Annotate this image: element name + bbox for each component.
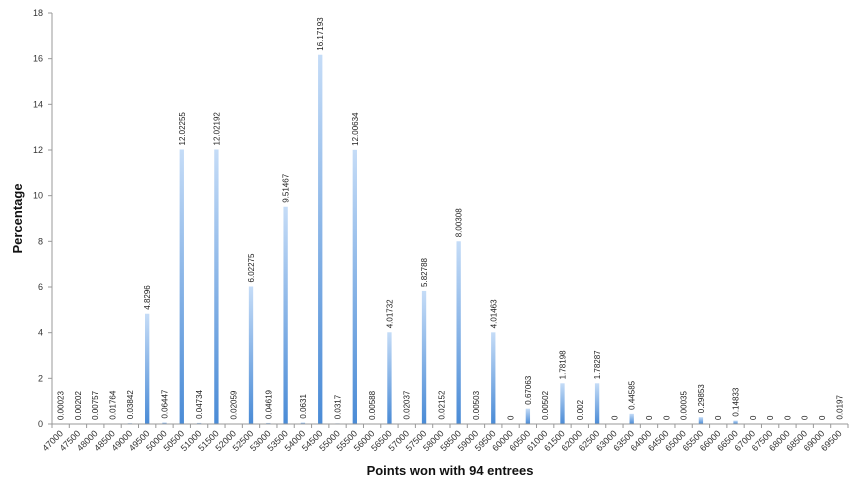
bar — [145, 313, 150, 424]
bar — [491, 332, 496, 424]
bar — [525, 408, 531, 424]
data-label: 0 — [662, 415, 671, 420]
data-label: 6.02275 — [247, 253, 256, 282]
data-label: 0.00502 — [541, 390, 550, 419]
bar — [594, 383, 600, 424]
bar — [214, 149, 219, 424]
y-tick-label: 2 — [38, 373, 43, 383]
bar — [560, 383, 565, 424]
data-label: 1.78287 — [593, 350, 602, 379]
x-axis-title: Points won with 94 entrees — [367, 463, 534, 478]
bar — [283, 206, 288, 424]
data-label: 0 — [507, 415, 516, 420]
y-axis: 0 2 4 6 8 10 12 14 16 18 — [33, 8, 53, 429]
bar — [733, 420, 738, 424]
data-label: 0 — [766, 415, 775, 420]
bar — [248, 286, 254, 424]
data-label: 0 — [783, 415, 792, 420]
bar — [629, 413, 634, 424]
data-labels-group: 0.00023 0.00202 0.00757 0.01764 0.03842 4.829… — [57, 17, 845, 420]
data-label: 0 — [645, 415, 654, 420]
data-label: 12.02192 — [212, 112, 221, 146]
data-label: 0.0631 — [299, 394, 308, 419]
data-label: 0.01764 — [109, 390, 118, 419]
data-label: 0.67063 — [524, 375, 533, 404]
data-label: 0.00503 — [472, 390, 481, 419]
data-label: 0.06447 — [160, 389, 169, 418]
data-label: 0 — [818, 415, 827, 420]
bar — [421, 290, 427, 424]
data-label: 0.00757 — [91, 390, 100, 419]
data-label: 0.00023 — [57, 391, 66, 420]
data-label: 0.02152 — [437, 390, 446, 419]
y-axis-title: Percentage — [10, 183, 25, 253]
data-label: 0.00035 — [680, 391, 689, 420]
data-label: 12.02255 — [178, 112, 187, 146]
y-tick-label: 14 — [33, 99, 43, 109]
bar — [387, 332, 392, 424]
data-label: 0.03842 — [126, 390, 135, 419]
data-label: 0.14833 — [732, 387, 741, 416]
data-label: 0 — [801, 415, 810, 420]
bar — [352, 149, 357, 425]
bar — [196, 422, 202, 424]
data-label: 12.00634 — [351, 112, 360, 146]
y-tick-label: 10 — [33, 191, 43, 201]
x-axis: 4700047500480004850049000495005000050500… — [40, 423, 849, 453]
data-label: 9.51467 — [282, 173, 291, 202]
data-label: 0.00588 — [368, 390, 377, 419]
data-label: 16.17193 — [316, 17, 325, 51]
y-tick-label: 8 — [38, 236, 43, 246]
data-label: 0 — [749, 415, 758, 420]
data-label: 0.04619 — [264, 389, 273, 418]
data-label: 8.00308 — [455, 208, 464, 237]
data-label: 0.02037 — [403, 390, 412, 419]
bar — [300, 422, 306, 424]
data-label: 5.82788 — [420, 257, 429, 286]
data-label: 0.29853 — [697, 384, 706, 413]
data-label: 0.44585 — [628, 380, 637, 409]
data-label: 0 — [610, 415, 619, 420]
data-label: 0.0197 — [835, 395, 844, 420]
data-label: 4.01463 — [489, 299, 498, 328]
data-label: 0.04734 — [195, 389, 204, 418]
data-label: 0 — [714, 415, 723, 420]
bar — [456, 241, 461, 424]
bar — [162, 422, 167, 424]
data-label: 0.00202 — [74, 390, 83, 419]
data-label: 0.02059 — [230, 390, 239, 419]
bar — [698, 417, 704, 424]
bar — [179, 149, 184, 424]
y-tick-label: 0 — [38, 419, 43, 429]
data-label: 1.78198 — [558, 350, 567, 379]
y-tick-label: 6 — [38, 282, 43, 292]
y-tick-label: 16 — [33, 54, 43, 64]
bar — [266, 422, 271, 424]
y-tick-label: 4 — [38, 328, 43, 338]
data-label: 4.8296 — [143, 285, 152, 310]
data-label: 4.01732 — [385, 299, 394, 328]
bars-group — [58, 54, 842, 425]
data-label: 0.0317 — [334, 394, 343, 419]
y-tick-label: 12 — [33, 145, 43, 155]
bar — [318, 54, 323, 424]
data-label: 0.002 — [576, 399, 585, 420]
y-tick-label: 18 — [33, 8, 43, 18]
